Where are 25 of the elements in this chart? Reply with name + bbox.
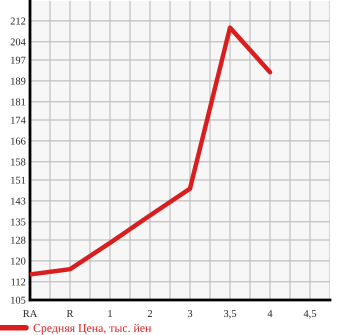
y-tick-label: 189 [11,78,26,85]
y-tick-label: 143 [11,198,26,205]
x-tick-label: 3 [188,310,192,318]
x-tick-label: 4,5 [304,310,316,319]
legend-label: Средняя Цена, тыс. йен [34,324,152,334]
y-tick-label: 105 [11,296,26,304]
x-tick-label: 2 [148,310,152,317]
y-tick-label: 197 [11,56,26,64]
y-tick-label: 120 [11,258,26,265]
x-tick-label: 3,5 [224,310,236,319]
y-tick-label: 151 [11,176,26,184]
x-tick-label: R [66,310,74,317]
y-tick-label: 128 [11,236,26,244]
y-tick-label: 135 [11,218,26,226]
x-tick-label: 4 [268,310,272,317]
y-tick-label: 158 [11,158,26,166]
x-tick-label: 1 [108,310,112,317]
y-tick-label: 166 [11,138,26,145]
y-tick-label: 212 [10,18,26,24]
line-series [30,25,272,277]
y-tick-label: 174 [11,116,26,124]
y-tick-label: 112 [12,278,26,286]
y-tick-label: 181 [11,98,26,106]
x-tick-label: RA [23,310,38,317]
y-tick-label: 204 [10,38,26,46]
